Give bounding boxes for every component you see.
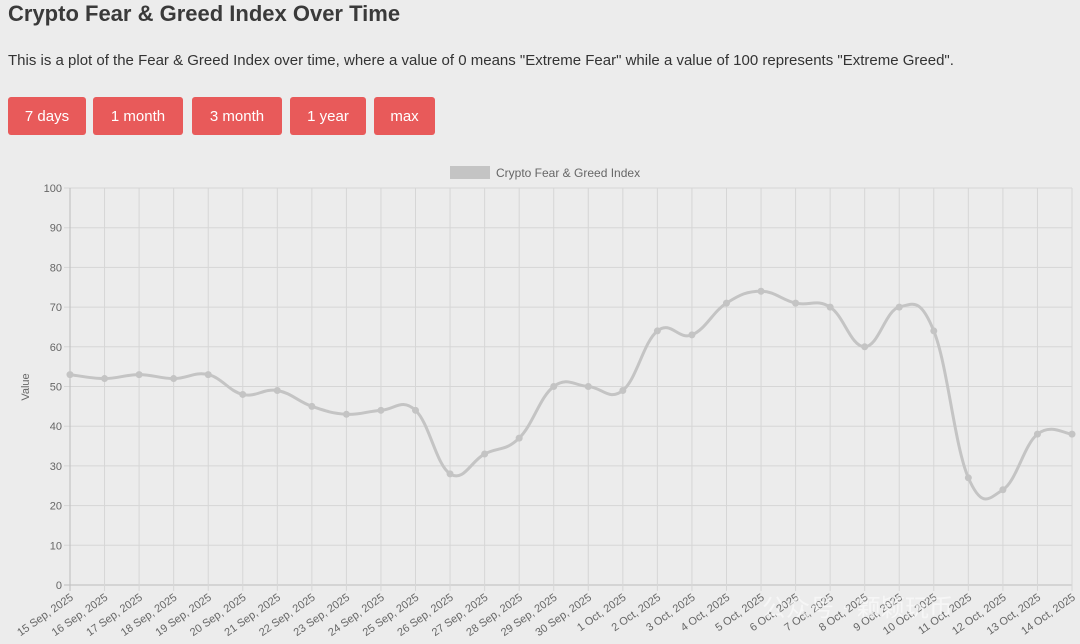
- y-tick-label: 40: [50, 421, 62, 433]
- data-point[interactable]: [308, 402, 316, 410]
- watermark: 公众号 · 颖颖玩币: [762, 594, 953, 622]
- data-point[interactable]: [861, 343, 869, 351]
- range-button-3-month[interactable]: 3 month: [192, 97, 282, 135]
- data-point[interactable]: [239, 390, 247, 398]
- legend-swatch: [450, 166, 490, 179]
- data-point[interactable]: [101, 375, 109, 383]
- y-tick-label: 70: [50, 302, 62, 314]
- y-axis-ticks: 0 10 20 30 40 50 60 70 80 90 100: [44, 183, 62, 592]
- data-point[interactable]: [481, 450, 489, 458]
- data-point[interactable]: [273, 386, 281, 394]
- y-axis-title: Value: [20, 373, 32, 400]
- data-point[interactable]: [792, 299, 800, 307]
- data-point[interactable]: [722, 299, 730, 307]
- data-point[interactable]: [412, 406, 420, 414]
- data-point[interactable]: [688, 331, 696, 339]
- y-tick-label: 50: [50, 382, 62, 394]
- data-point[interactable]: [826, 303, 834, 311]
- range-button-max[interactable]: max: [374, 97, 435, 135]
- fear-greed-line-chart: Crypto Fear & Greed Index 0 10 20 30 40 50 60 7…: [15, 166, 1078, 639]
- data-point[interactable]: [964, 474, 972, 482]
- range-button-7-days[interactable]: 7 days: [8, 97, 86, 135]
- data-point[interactable]: [584, 383, 592, 390]
- y-tick-label: 0: [56, 580, 62, 592]
- series-line: [69, 289, 1073, 501]
- y-tick-label: 20: [50, 501, 62, 513]
- data-point[interactable]: [170, 375, 178, 383]
- legend-label: Crypto Fear & Greed Index: [496, 166, 640, 180]
- data-point[interactable]: [930, 327, 938, 335]
- data-point[interactable]: [342, 410, 350, 418]
- y-tick-label: 80: [50, 262, 62, 274]
- y-tick-label: 60: [50, 342, 62, 354]
- series-points[interactable]: [66, 287, 1076, 494]
- range-button-1-month[interactable]: 1 month: [93, 97, 183, 135]
- data-point[interactable]: [1068, 430, 1076, 438]
- page-title: Crypto Fear & Greed Index Over Time: [8, 1, 401, 26]
- y-tick-label: 30: [50, 461, 62, 473]
- data-point[interactable]: [135, 371, 143, 379]
- page-description: This is a plot of the Fear & Greed Index…: [8, 52, 954, 69]
- data-point[interactable]: [895, 303, 903, 311]
- y-tick-label: 10: [50, 540, 62, 552]
- y-tick-label: 90: [50, 223, 62, 235]
- data-point[interactable]: [515, 434, 523, 442]
- data-point[interactable]: [653, 327, 661, 335]
- y-tick-label: 100: [44, 183, 62, 195]
- range-button-1-year[interactable]: 1 year: [290, 97, 366, 135]
- data-point[interactable]: [757, 287, 765, 295]
- data-point[interactable]: [377, 406, 385, 414]
- chart-legend[interactable]: Crypto Fear & Greed Index: [450, 166, 640, 180]
- data-point[interactable]: [619, 386, 627, 394]
- data-point[interactable]: [446, 470, 454, 478]
- data-point[interactable]: [999, 486, 1007, 494]
- chart-grid: [64, 187, 1073, 591]
- data-point[interactable]: [1033, 430, 1041, 438]
- data-point[interactable]: [66, 371, 74, 379]
- data-point[interactable]: [550, 383, 558, 390]
- data-point[interactable]: [204, 371, 212, 379]
